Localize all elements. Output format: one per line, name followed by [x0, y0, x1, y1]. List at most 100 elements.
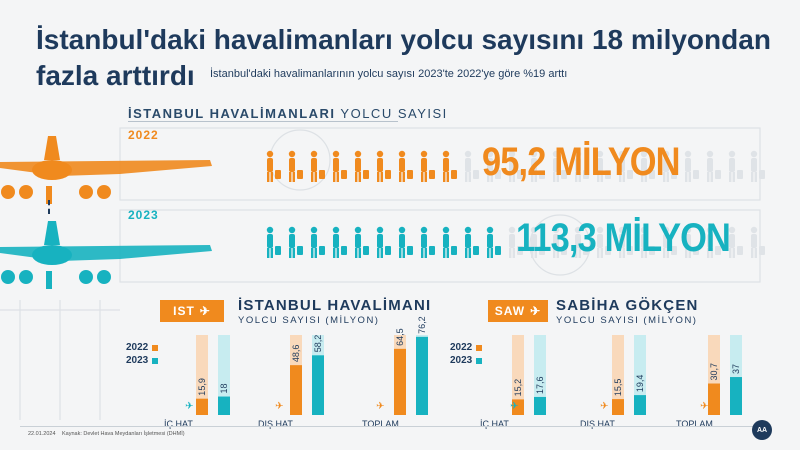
section-title-bold: İSTANBUL HAVALİMANLARI [128, 106, 336, 121]
passenger-icons-2023 [266, 226, 765, 258]
bar-value-label: 30,7 [709, 363, 719, 381]
passenger-icon [684, 150, 699, 182]
section-title-rest: YOLCU SAYISI [340, 106, 448, 121]
bar-background [534, 335, 546, 415]
category-label: TOPLAM [362, 419, 399, 429]
passenger-icon [464, 226, 479, 258]
section-underline [128, 121, 398, 122]
bar-value-label: 76,2 [417, 316, 427, 334]
footer-date: 22.01.2024 [28, 431, 56, 437]
saw-badge: SAW ✈ [488, 300, 548, 322]
bar-value-label: 15,9 [197, 378, 207, 396]
passenger-icons-2022 [266, 150, 765, 182]
passenger-icon [750, 150, 765, 182]
agency-logo: AA [752, 420, 772, 440]
legend-swatch-2023 [476, 357, 483, 364]
category-label: TOPLAM [676, 419, 713, 429]
bar-2023-0 [218, 396, 230, 415]
plane-icon: ✈ [199, 304, 211, 318]
saw-legend-2022-label: 2022 [450, 342, 473, 353]
bar-value-label: 64,5 [395, 328, 405, 346]
category-label: DIŞ HAT [258, 419, 293, 429]
section-title: İSTANBUL HAVALİMANLARI YOLCU SAYISI [128, 106, 448, 121]
connector-dash [48, 200, 52, 214]
plane-icon: ✈ [700, 401, 708, 412]
bar-2022-0 [196, 398, 208, 415]
passenger-icon [552, 150, 567, 182]
passenger-icon [552, 226, 567, 258]
bar-2023-2 [730, 377, 742, 415]
category-label: DIŞ HAT [580, 419, 615, 429]
passenger-icon [596, 150, 611, 182]
bar-value-label: 15,2 [513, 379, 523, 397]
bar-value-label: 19,4 [635, 375, 645, 393]
passenger-icon [442, 226, 457, 258]
plane-icon: ✈ [185, 401, 193, 412]
bar-value-label: 48,6 [291, 345, 301, 363]
passenger-icon [332, 226, 347, 258]
passenger-icon [398, 226, 413, 258]
plane-icon: ✈ [600, 401, 608, 412]
passenger-icon [662, 226, 677, 258]
passenger-icon [508, 150, 523, 182]
passenger-icon [354, 150, 369, 182]
ist-panel-subtitle: YOLCU SAYISI (MİLYON) [238, 315, 380, 326]
ist-panel-title: İSTANBUL HAVALİMANI [238, 297, 432, 314]
airplane-icon-2022 [0, 136, 212, 204]
passenger-icon [596, 226, 611, 258]
bar-2023-1 [312, 355, 324, 415]
legend-swatch-2022 [152, 344, 159, 351]
saw-panel-title: SABİHA GÖKÇEN [556, 297, 699, 314]
passenger-icon [750, 226, 765, 258]
passenger-icon [332, 150, 347, 182]
passenger-icon [508, 226, 523, 258]
passenger-icon [706, 150, 721, 182]
passenger-icon [640, 226, 655, 258]
bar-2022-0 [512, 399, 524, 415]
passenger-icon [486, 226, 501, 258]
passenger-icon [420, 150, 435, 182]
passenger-icon [376, 150, 391, 182]
passenger-icon [530, 150, 545, 182]
plane-icon: ✈ [376, 401, 384, 412]
passenger-icon [640, 150, 655, 182]
year-2023-label: 2023 [128, 208, 159, 222]
passenger-icon [288, 226, 303, 258]
passenger-icon [310, 150, 325, 182]
passenger-icon [574, 150, 589, 182]
bar-background [512, 335, 524, 415]
passenger-icon [420, 226, 435, 258]
airplane-icon-2023 [0, 221, 212, 289]
plane-icon: ✈ [275, 401, 283, 412]
ist-legend-2023: 2023 [126, 355, 159, 366]
footer-source: Kaynak: Devlet Hava Meydanları İşletmesi… [62, 431, 185, 437]
bar-2022-1 [612, 399, 624, 415]
bar-background [218, 335, 230, 415]
passenger-icon [684, 226, 699, 258]
category-label: İÇ HAT [164, 419, 193, 429]
bar-2023-1 [634, 395, 646, 415]
passenger-icon [728, 226, 743, 258]
plane-icon: ✈ [530, 304, 542, 318]
bar-2022-2 [394, 348, 406, 415]
passenger-icon [354, 226, 369, 258]
bar-background [634, 335, 646, 415]
category-label: İÇ HAT [480, 419, 509, 429]
legend-swatch-2022 [476, 344, 483, 351]
saw-legend-2022: 2022 [450, 342, 483, 353]
footer-divider [20, 426, 760, 427]
passenger-icon [618, 226, 633, 258]
passenger-icon [310, 226, 325, 258]
passenger-icon [706, 226, 721, 258]
passenger-icon [442, 150, 457, 182]
ist-legend-2022-label: 2022 [126, 342, 149, 353]
passenger-icon [266, 226, 281, 258]
bar-value-label: 18 [219, 384, 229, 394]
ist-legend-2022: 2022 [126, 342, 159, 353]
bar-2023-2 [416, 336, 428, 415]
year-2022-label: 2022 [128, 128, 159, 142]
ist-code: IST [173, 304, 195, 318]
bar-2022-1 [290, 365, 302, 415]
bar-background [612, 335, 624, 415]
